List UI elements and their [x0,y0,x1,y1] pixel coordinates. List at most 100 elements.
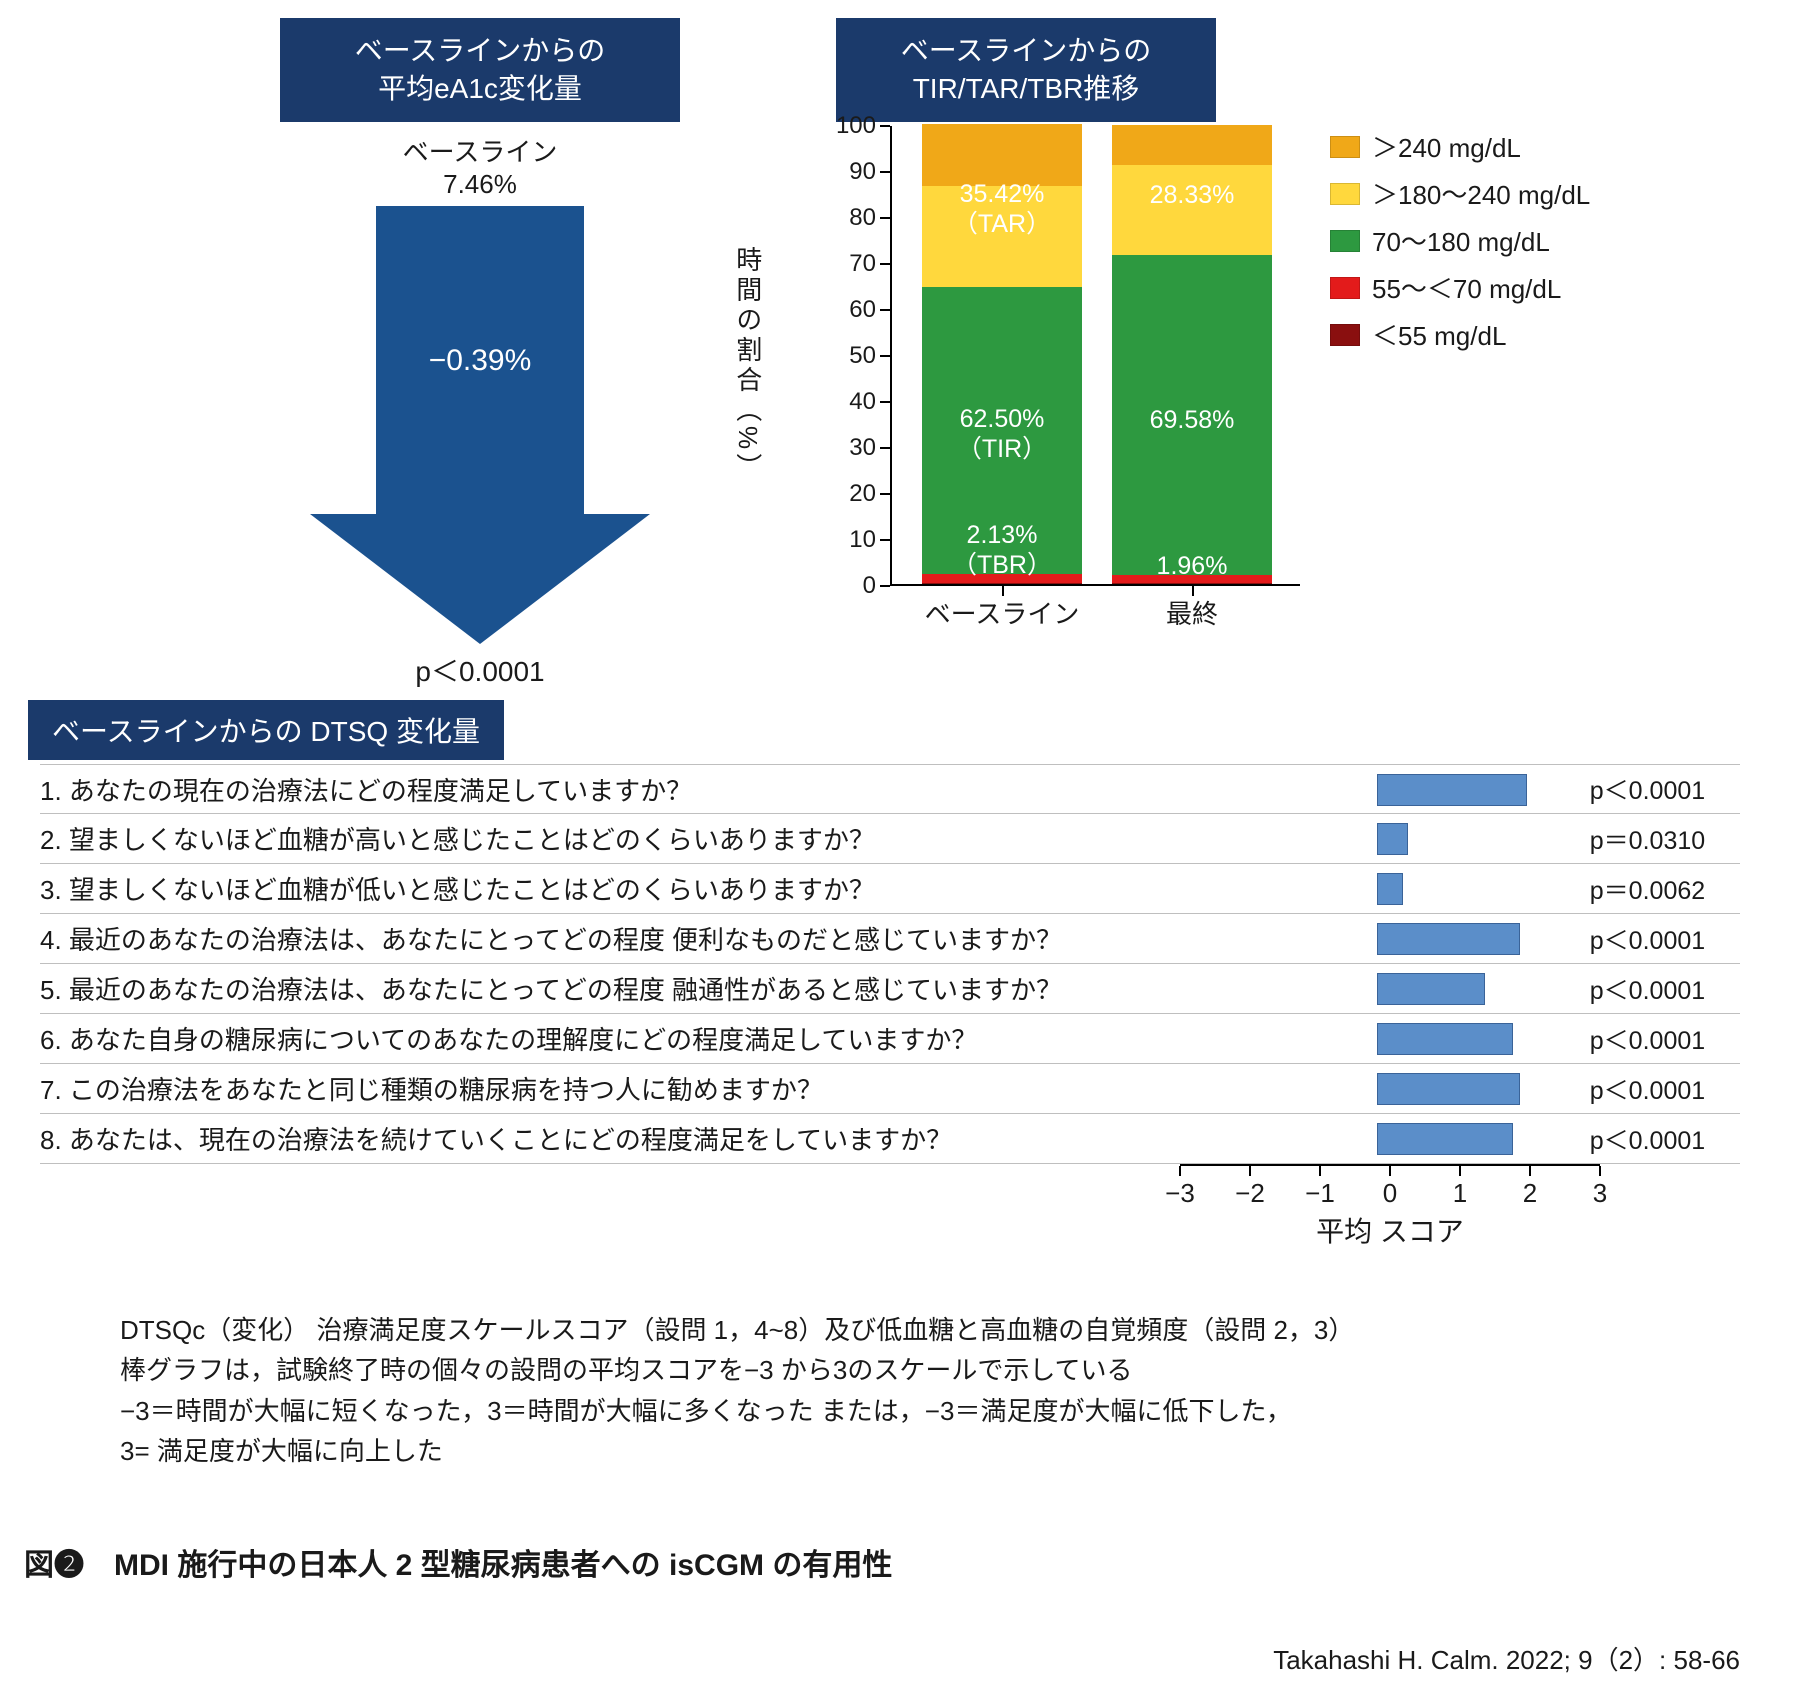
x-tick-label: −1 [1305,1178,1335,1209]
score-bar [1377,923,1521,955]
ea1c-panel: ベースラインからの 平均eA1c変化量 ベースライン 7.46% −0.39% … [280,18,680,690]
dtsq-section: 1. あなたの現在の治療法にどの程度満足していますか？ p＜0.0001 2. 望ま… [40,764,1740,1224]
bar-cell [1167,765,1582,813]
bar-cell [1167,1064,1582,1113]
legend-swatch [1330,230,1360,252]
tir-label: 69.58% [1112,405,1272,435]
legend: ＞240 mg/dL ＞180〜240 mg/dL 70〜180 mg/dL 55〜＜… [1330,128,1590,363]
citation: Takahashi H. Calm. 2022; 9（2）: 58-66 [1273,1640,1740,1677]
change-arrow: −0.39% [280,206,680,646]
p-value: p＝0.0062 [1582,871,1740,907]
dtsq-row: 2. 望ましくないほど血糖が高いと感じたことはどのくらいありますか？p＝0.03… [40,814,1740,864]
y-tick-label: 10 [849,526,876,554]
dtsq-row: 5. 最近のあなたの治療法は、あなたにとってどの程度 融通性があると感じています… [40,964,1740,1014]
tir-header-l1: ベースラインからの [901,35,1152,66]
bar-segment [1112,165,1272,255]
y-tick-label: 20 [849,480,876,508]
x-tick-mark [1192,586,1194,596]
p-value: p＜0.0001 [1582,1121,1740,1157]
legend-item: ＜55 mg/dL [1330,316,1590,353]
bar-cell [1167,864,1582,913]
legend-label: ＞240 mg/dL [1372,128,1521,165]
y-tick-mark [880,171,890,173]
tbr-label: 2.13%（TBR） [922,520,1082,580]
baseline-value: 7.46% [280,169,680,200]
y-axis-title: 時間の割合（%） [730,246,764,483]
question-text: 7. この治療法をあなたと同じ種類の糖尿病を持つ人に勧めますか？ [40,1070,1167,1107]
score-bar [1377,1123,1514,1155]
dtsq-row: 7. この治療法をあなたと同じ種類の糖尿病を持つ人に勧めますか？p＜0.0001 [40,1064,1740,1114]
tir-header: ベースラインからの TIR/TAR/TBR推移 [836,18,1216,122]
tir-header-l2: TIR/TAR/TBR推移 [913,73,1140,104]
legend-swatch [1330,136,1360,158]
legend-label: ＜55 mg/dL [1372,316,1506,353]
bar-segment [922,124,1082,186]
p-value: p＜0.0001 [1582,771,1740,807]
tar-label: 28.33% [1112,180,1272,210]
y-tick-label: 30 [849,434,876,462]
bar-segment [1112,583,1272,584]
x-tick-label: 3 [1593,1178,1607,1209]
legend-label: 70〜180 mg/dL [1372,222,1550,259]
y-tick-mark [880,125,890,127]
score-bar [1377,774,1528,806]
category-label: ベースライン [902,594,1102,631]
bar-segment [922,583,1082,584]
ea1c-pvalue: p＜0.0001 [280,650,680,690]
tar-label: 35.42%（TAR） [922,179,1082,239]
figure-title: 図❷ MDI 施行中の日本人 2 型糖尿病患者への isCGM の有用性 [24,1540,892,1584]
legend-item: 55〜＜70 mg/dL [1330,269,1590,306]
question-text: 5. 最近のあなたの治療法は、あなたにとってどの程度 融通性があると感じています… [40,970,1167,1007]
y-tick-label: 100 [836,112,876,140]
p-value: p＝0.0310 [1582,821,1740,857]
y-tick-mark [880,217,890,219]
question-text: 6. あなた自身の糖尿病についてのあなたの理解度にどの程度満足していますか？ [40,1020,1167,1057]
y-tick-mark [880,493,890,495]
y-tick-mark [880,355,890,357]
y-axis: 0102030405060708090100 [830,126,890,586]
y-tick-label: 90 [849,158,876,186]
dtsq-rows: 1. あなたの現在の治療法にどの程度満足していますか？ p＜0.0001 2. 望ま… [40,764,1740,1164]
question-text: 3. 望ましくないほど血糖が低いと感じたことはどのくらいありますか？ [40,870,1167,907]
legend-label: 55〜＜70 mg/dL [1372,269,1561,306]
footnotes: DTSQc（変化） 治療満足度スケールスコア（設問 1，4~8）及び低血糖と高血… [120,1310,1680,1471]
ea1c-header-l1: ベースラインからの [355,35,606,66]
score-bar [1377,823,1409,855]
x-tick-label: 1 [1453,1178,1467,1209]
x-tick-label: −3 [1165,1178,1195,1209]
dtsq-x-axis: 平均 スコア −3−2−10123 [1180,1164,1600,1224]
tbr-label: 1.96% [1112,551,1272,581]
y-tick-label: 0 [863,572,876,600]
y-tick-label: 40 [849,388,876,416]
stacked-bar-chart: 時間の割合（%） 0102030405060708090100 35.42%（T… [770,126,1730,656]
p-value: p＜0.0001 [1582,1021,1740,1057]
dtsq-row: 8. あなたは、現在の治療法を続けていくことにどの程度満足をしていますか？ p＜0… [40,1114,1740,1164]
question-text: 8. あなたは、現在の治療法を続けていくことにどの程度満足をしていますか？ [40,1120,1167,1157]
x-tick-label: 0 [1383,1178,1397,1209]
bar-segment [1112,125,1272,166]
x-tick-label: 2 [1523,1178,1537,1209]
tir-label: 62.50%（TIR） [922,404,1082,464]
y-tick-mark [880,539,890,541]
score-bar [1377,1023,1514,1055]
dtsq-row: 1. あなたの現在の治療法にどの程度満足していますか？ p＜0.0001 [40,764,1740,814]
y-tick-label: 70 [849,250,876,278]
arrow-shaft: −0.39% [376,206,584,516]
y-tick-label: 80 [849,204,876,232]
y-tick-mark [880,447,890,449]
legend-item: ＞180〜240 mg/dL [1330,175,1590,212]
dtsq-header: ベースラインからの DTSQ 変化量 [28,700,504,760]
footnote-line: DTSQc（変化） 治療満足度スケールスコア（設問 1，4~8）及び低血糖と高血… [120,1310,1680,1350]
bar-cell [1167,1014,1582,1063]
y-tick-mark [880,585,890,587]
score-bar [1377,873,1404,905]
footnote-line: 棒グラフは，試験終了時の個々の設問の平均スコアを−3 から3のスケールで示してい… [120,1350,1680,1390]
legend-swatch [1330,324,1360,346]
bar-cell [1167,964,1582,1013]
question-text: 1. あなたの現在の治療法にどの程度満足していますか？ [40,771,1167,808]
y-tick-mark [880,401,890,403]
legend-label: ＞180〜240 mg/dL [1372,175,1590,212]
dtsq-row: 4. 最近のあなたの治療法は、あなたにとってどの程度 便利なものだと感じています… [40,914,1740,964]
x-tick-mark [1002,586,1004,596]
bar-cell [1167,914,1582,963]
